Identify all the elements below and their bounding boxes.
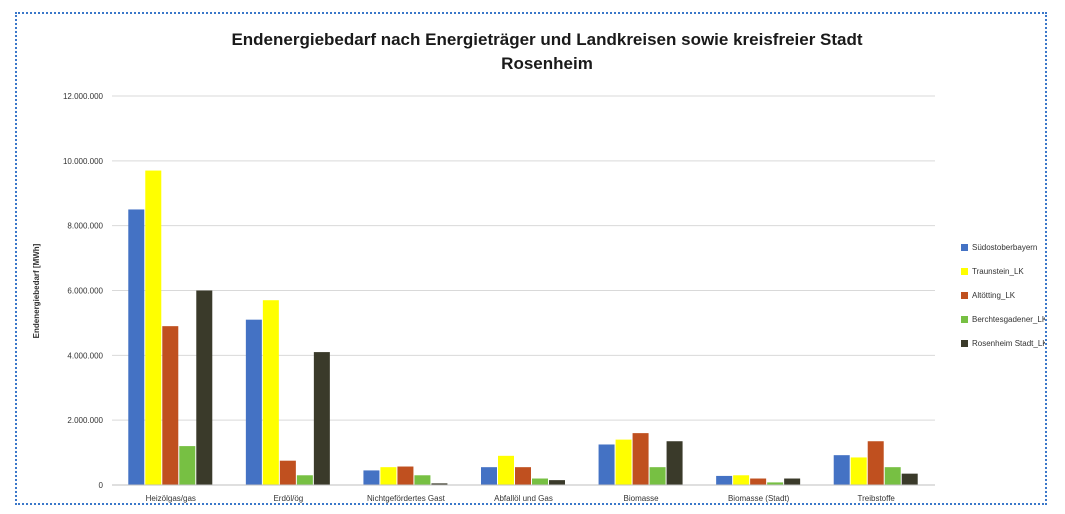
bar <box>784 478 801 485</box>
x-axis-ticks: Heizölgas/gas Erdöl/ög Nichtgefördertes Ga… <box>146 494 896 503</box>
y-tick-label: 12.000.000 <box>63 92 104 101</box>
legend-swatch <box>961 292 968 299</box>
bar <box>850 457 867 485</box>
bar <box>296 475 313 485</box>
bar <box>481 467 497 485</box>
bar <box>750 478 767 485</box>
y-tick-label: 10.000.000 <box>63 157 104 166</box>
y-tick-label: 0 <box>99 481 104 490</box>
y-tick-label: 6.000.000 <box>67 287 103 296</box>
bar <box>498 455 514 485</box>
y-axis-label: Endenergiebedarf [MWh] <box>32 243 41 338</box>
bar <box>279 460 296 485</box>
x-tick-label: Abfallöl und Gas <box>494 494 553 503</box>
bar <box>716 475 733 485</box>
legend-swatch <box>961 340 968 347</box>
x-tick-label: Erdöl/ög <box>273 494 303 503</box>
x-tick-label: Nichtgefördertes Gast <box>367 494 446 503</box>
bar <box>397 466 414 485</box>
bar <box>414 475 431 485</box>
bar <box>262 300 279 485</box>
y-tick-label: 8.000.000 <box>67 222 103 231</box>
bar <box>549 480 565 485</box>
bar <box>833 455 850 485</box>
bar <box>196 290 213 485</box>
bar <box>145 170 162 485</box>
bars <box>128 170 918 486</box>
bar <box>515 467 531 485</box>
grid-lines <box>112 95 935 421</box>
legend: Südostoberbayern Traunstein_LK Altötting_L… <box>961 243 1045 348</box>
bar <box>380 467 397 485</box>
x-tick-label: Biomasse (Stadt) <box>728 494 790 503</box>
bar-chart: Endenergiebedarf nach Energieträger und … <box>32 30 1045 503</box>
legend-label: Rosenheim Stadt_LK <box>972 339 1045 348</box>
chart-title-line-1: Endenergiebedarf nach Energieträger und … <box>231 30 862 49</box>
legend-label: Südostoberbayern <box>972 243 1037 252</box>
x-tick-label: Treibstoffe <box>858 494 896 503</box>
bar <box>128 209 145 486</box>
x-tick-label: Biomasse <box>624 494 660 503</box>
bar <box>313 352 330 485</box>
bar <box>901 473 918 485</box>
bar <box>733 475 750 485</box>
chart-title-line-2: Rosenheim <box>501 54 593 73</box>
legend-swatch <box>961 268 968 275</box>
chart-frame: Endenergiebedarf nach Energieträger und … <box>15 12 1047 505</box>
bar <box>632 433 649 485</box>
y-tick-label: 2.000.000 <box>67 416 103 425</box>
bar <box>162 326 179 485</box>
bar <box>884 467 901 485</box>
x-tick-label: Heizölgas/gas <box>146 494 196 503</box>
legend-label: Berchtesgadener_LK <box>972 315 1045 324</box>
legend-label: Traunstein_LK <box>972 267 1024 276</box>
bar <box>598 444 615 485</box>
bar <box>867 441 884 485</box>
bar <box>666 441 683 485</box>
bar <box>649 467 666 485</box>
bar <box>245 319 262 485</box>
legend-swatch <box>961 244 968 251</box>
legend-label: Altötting_LK <box>972 291 1016 300</box>
bar <box>767 482 784 485</box>
y-tick-label: 4.000.000 <box>67 351 103 360</box>
bar <box>431 483 448 485</box>
legend-swatch <box>961 316 968 323</box>
y-axis-ticks: 0 2.000.000 4.000.000 6.000.000 8.000.000 10.… <box>63 92 104 490</box>
bar <box>179 446 196 485</box>
bar <box>615 439 632 485</box>
bar <box>532 478 548 485</box>
bar <box>363 470 380 485</box>
